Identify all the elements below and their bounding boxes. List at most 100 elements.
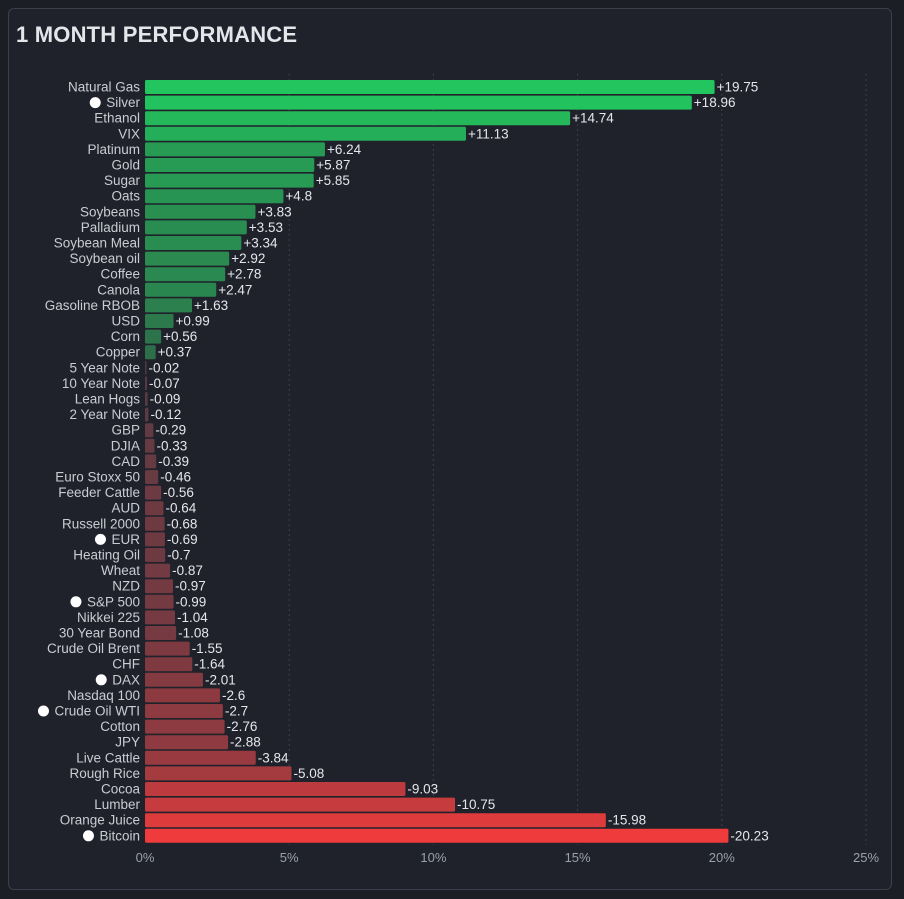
bar[interactable] (145, 454, 157, 469)
category-label: Nasdaq 100 (67, 688, 140, 703)
bar[interactable] (145, 594, 174, 609)
chart-title: 1 MONTH PERFORMANCE (16, 22, 298, 47)
value-label: +2.47 (218, 282, 252, 297)
value-label: -0.7 (167, 548, 190, 563)
bar[interactable] (145, 766, 292, 781)
bar[interactable] (145, 314, 174, 328)
value-label: +5.85 (316, 173, 350, 188)
category-label: GBP (111, 423, 140, 438)
bar[interactable] (145, 797, 456, 812)
bar[interactable] (145, 204, 256, 219)
bar[interactable] (145, 392, 148, 406)
bar[interactable] (145, 501, 164, 516)
bar[interactable] (145, 126, 466, 141)
bar[interactable] (145, 719, 225, 734)
bar[interactable] (145, 376, 148, 391)
bars (145, 80, 729, 843)
value-label: -0.39 (158, 454, 189, 469)
category-label: NZD (112, 579, 140, 594)
bar[interactable] (145, 470, 159, 484)
bar[interactable] (145, 236, 242, 250)
bar[interactable] (145, 579, 173, 594)
category-label: 10 Year Note (62, 376, 140, 391)
category-label: Gasoline RBOB (45, 298, 140, 313)
category-label: VIX (118, 126, 140, 141)
value-label: +4.8 (285, 189, 312, 204)
bar[interactable] (145, 345, 156, 360)
bar[interactable] (145, 828, 729, 843)
category-label: 5 Year Note (69, 360, 140, 375)
value-label: +3.34 (243, 236, 278, 251)
category-label: Coffee (100, 267, 140, 282)
bar[interactable] (145, 95, 692, 110)
value-label: +0.56 (163, 329, 197, 344)
value-label: -15.98 (608, 813, 646, 828)
bar[interactable] (145, 360, 147, 375)
category-label: Canola (97, 282, 140, 297)
bar[interactable] (145, 563, 171, 578)
value-label: -0.99 (176, 594, 207, 609)
value-label: -1.04 (177, 610, 208, 625)
value-label: -2.7 (225, 704, 248, 719)
marker-dot (89, 97, 101, 109)
bar[interactable] (145, 111, 571, 126)
category-label: Live Cattle (76, 750, 140, 765)
bar[interactable] (145, 298, 193, 313)
bar[interactable] (145, 485, 162, 500)
bar[interactable] (145, 626, 177, 640)
bar[interactable] (145, 329, 162, 344)
bar[interactable] (145, 750, 256, 765)
category-label: Oats (111, 189, 140, 204)
category-label: Wheat (101, 563, 140, 578)
category-label: CAD (111, 454, 140, 469)
bar[interactable] (145, 688, 220, 703)
bar[interactable] (145, 158, 315, 172)
x-tick-label: 15% (565, 850, 591, 865)
bar[interactable] (145, 782, 406, 796)
marker-dot (95, 674, 107, 686)
bar[interactable] (145, 672, 203, 687)
value-label: -1.55 (192, 641, 223, 656)
bar[interactable] (145, 220, 247, 235)
bar[interactable] (145, 532, 165, 547)
bar[interactable] (145, 657, 193, 672)
category-label: Crude Oil Brent (47, 641, 140, 656)
bar[interactable] (145, 282, 217, 297)
bar[interactable] (145, 173, 314, 188)
marker-dot (82, 830, 94, 842)
bar[interactable] (145, 407, 149, 422)
value-label: -0.29 (155, 423, 186, 438)
bar[interactable] (145, 516, 165, 531)
bar[interactable] (145, 813, 606, 828)
category-label: Silver (106, 95, 140, 110)
category-label: Copper (96, 345, 141, 360)
bar[interactable] (145, 142, 325, 157)
value-label: +19.75 (717, 80, 759, 95)
bar[interactable] (145, 610, 175, 625)
category-label: Palladium (81, 220, 140, 235)
value-label: -3.84 (258, 750, 289, 765)
value-label: -0.68 (167, 516, 198, 531)
bar[interactable] (145, 423, 154, 438)
value-labels: +19.75+18.96 +14.74 +11.13 +6.24+5.87+5.85 +… (149, 80, 769, 844)
value-label: +18.96 (694, 95, 736, 110)
x-tick-label: 25% (853, 850, 879, 865)
value-label: -0.33 (157, 438, 188, 453)
category-label: Soybeans (80, 204, 140, 219)
bar[interactable] (145, 438, 155, 453)
value-label: +3.83 (257, 204, 291, 219)
bar[interactable] (145, 735, 229, 750)
x-tick-label: 20% (709, 850, 735, 865)
bar[interactable] (145, 251, 230, 266)
bar[interactable] (145, 189, 284, 204)
bar[interactable] (145, 704, 223, 718)
bar[interactable] (145, 267, 226, 282)
bar[interactable] (145, 80, 715, 94)
category-label: Lumber (94, 797, 140, 812)
category-label: Feeder Cattle (58, 485, 140, 500)
category-label: Soybean oil (69, 251, 140, 266)
value-label: -0.12 (150, 407, 181, 422)
marker-dot (70, 596, 82, 608)
bar[interactable] (145, 641, 190, 656)
bar[interactable] (145, 548, 166, 562)
